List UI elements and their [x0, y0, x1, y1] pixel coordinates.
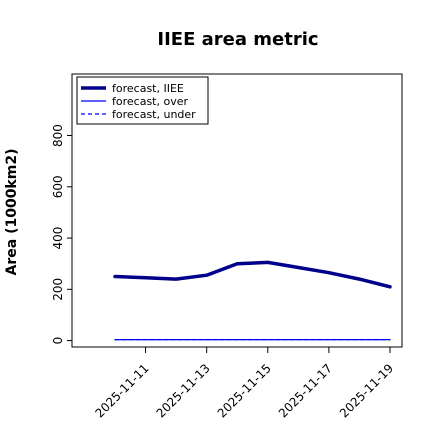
- series-layer: [113, 260, 392, 341]
- y-tick-label: 0: [51, 337, 65, 345]
- plot-frame: [71, 73, 403, 348]
- x-axis: 2025-11-11 2025-11-13 2025-11-15 2025-11-17…: [92, 347, 396, 420]
- y-tick-label: 800: [51, 124, 65, 147]
- x-tick-label: 2025-11-11: [92, 361, 151, 420]
- y-tick-label: 400: [51, 227, 65, 250]
- x-tick-label: 2025-11-17: [276, 361, 335, 420]
- y-tick-label: 200: [51, 278, 65, 301]
- legend-entry: forecast, IIEE: [112, 82, 184, 95]
- y-tick-label: 600: [51, 175, 65, 198]
- chart-title: IIEE area metric: [157, 29, 318, 50]
- legend-entry: forecast, over: [112, 95, 188, 108]
- legend-entry: forecast, under: [112, 108, 196, 121]
- x-tick-label: 2025-11-13: [154, 361, 213, 420]
- y-axis-label: Area (1000km2): [4, 149, 20, 276]
- x-tick-label: 2025-11-19: [337, 361, 396, 420]
- y-axis: 0 200 400 600 800: [51, 124, 72, 344]
- x-tick-label: 2025-11-15: [215, 361, 274, 420]
- series-line-0: [113, 260, 392, 289]
